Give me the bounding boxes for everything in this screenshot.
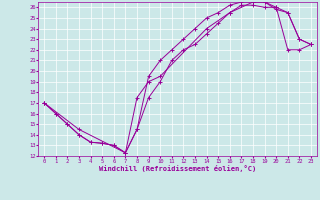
X-axis label: Windchill (Refroidissement éolien,°C): Windchill (Refroidissement éolien,°C) — [99, 165, 256, 172]
